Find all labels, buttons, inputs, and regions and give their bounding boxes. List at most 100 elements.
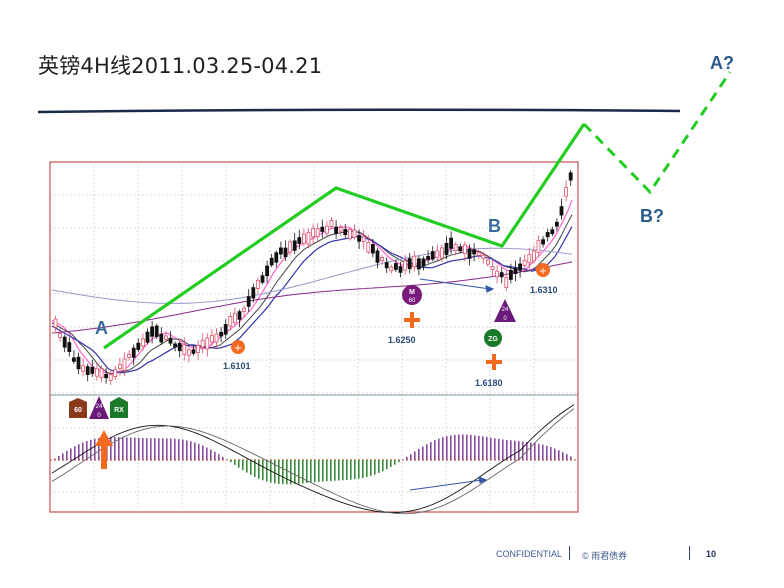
macd-bar [354,460,356,480]
candle-body [53,318,58,328]
zg-marker-icon: ZG [484,329,502,347]
candle-body [324,225,329,234]
candle-body [269,257,274,266]
candle-body [292,240,297,251]
candle-body [481,254,486,259]
candle-body [541,239,545,245]
candle-body [159,333,164,343]
candle-body [113,369,118,378]
plus-circle-icon-1: + [231,340,245,354]
macd-bar [110,437,112,460]
candle-body [136,342,141,350]
candle-body [462,244,467,254]
candle-body [228,316,233,327]
candle-body [357,235,362,242]
macd-bar [550,447,552,460]
macd-bar [74,446,76,460]
macd-bar [538,443,540,460]
candle-body [453,244,458,252]
wave-path [103,123,586,350]
candle-body [177,343,182,352]
candle-body [347,229,352,240]
macd-bar [286,460,288,485]
macd-bar [530,442,532,460]
price-label-3: 1.6180 [475,378,503,388]
candle-body [536,240,541,253]
hex-60-marker-icon: 60 [69,398,87,418]
macd-bar [230,460,232,463]
candle-body [205,337,210,350]
svg-text:0: 0 [97,413,101,419]
macd-bar [198,443,200,460]
candle-body [150,326,155,337]
macd-bar [70,448,72,460]
candle-body [191,349,196,354]
macd-bar [138,437,140,460]
price-label-2: 1.6250 [388,335,416,345]
candle-body [361,236,366,242]
macd-bar [518,441,520,460]
candle-body [435,250,440,259]
macd-bar [194,442,196,460]
candle-body [99,368,104,378]
macd-bar [490,437,492,460]
macd-bar [374,460,376,475]
macd-bar [206,447,208,460]
macd-bar [566,454,568,460]
svg-text:60: 60 [409,298,416,304]
macd-bar [454,434,456,460]
candle-body [499,272,504,278]
candle-body [398,266,403,273]
wave-label-b: B [488,216,501,236]
macd-bar [446,436,448,460]
macd-bar [522,441,524,460]
up-arrow-icon [95,430,113,469]
macd-bar [310,460,312,483]
candle-body [421,258,426,267]
candle-body [518,263,522,271]
macd-bar [302,460,304,484]
macd-bar [134,437,136,460]
macd-bar [478,435,480,460]
candle-body [485,259,490,265]
candle-body [426,256,431,260]
macd-bar [398,460,400,463]
macd-bar [370,460,372,476]
macd-bar [486,437,488,460]
candle-body [200,339,205,348]
page-number: 10 [706,549,717,559]
candle-body [186,349,191,356]
svg-text:ZG: ZG [488,336,498,343]
macd-bar [214,451,216,460]
svg-text:RX: RX [114,407,124,414]
macd-bar [422,446,424,460]
macd-bar [86,441,88,460]
candle-body [495,270,500,278]
candle-body [522,260,527,266]
candle-body [260,275,265,283]
macd-bar [414,451,416,460]
candle-body [122,358,127,371]
candle-body [209,334,214,343]
candle-body [163,335,168,340]
candle-body [251,287,256,299]
ma-line [51,226,573,374]
macd-bar [158,438,160,460]
candle-body [85,366,90,375]
macd-bar [470,434,472,460]
macd-bar [322,460,324,482]
candle-body [329,220,334,227]
macd-bar [162,438,164,460]
macd-bar [338,460,340,481]
macd-bar [394,460,396,465]
trend-arrow-icon-1 [419,278,495,293]
macd-bar [190,441,192,460]
candle-body [67,342,72,352]
macd-bar [246,460,248,473]
candle-body [214,333,219,343]
macd-bar [554,448,556,460]
candle-body [430,251,435,260]
macd-bar [278,460,280,484]
candle-body [223,324,228,335]
